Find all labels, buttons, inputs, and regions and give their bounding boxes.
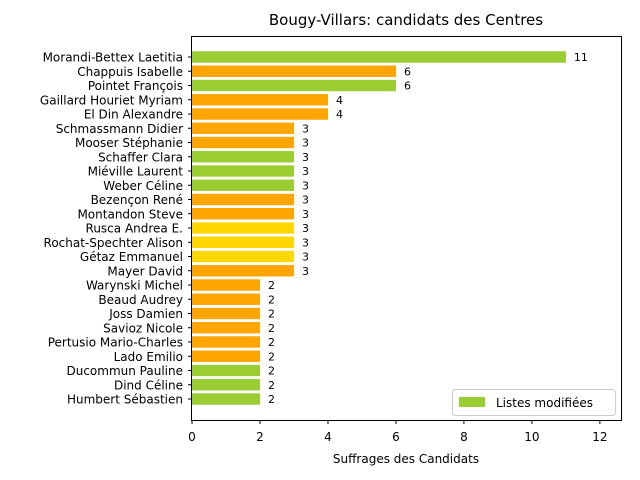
y-tick-label: Rochat-Spechter Alison	[44, 236, 183, 250]
value-label: 3	[302, 194, 309, 207]
y-tick-label: Beaud Audrey	[98, 293, 183, 307]
value-label: 2	[268, 308, 275, 321]
value-label: 2	[268, 336, 275, 349]
value-label: 2	[268, 350, 275, 363]
y-tick-label: Gétaz Emmanuel	[80, 250, 183, 264]
y-tick-label: Schaffer Clara	[98, 150, 183, 164]
y-tick-label: Warynski Michel	[86, 279, 183, 293]
x-tick-label: 6	[392, 430, 400, 444]
bar	[192, 51, 566, 63]
bar	[192, 279, 260, 291]
bar	[192, 108, 328, 120]
y-tick-label: Humbert Sébastien	[67, 393, 183, 407]
value-label: 2	[268, 322, 275, 335]
plot-frame	[191, 36, 622, 421]
bar	[192, 193, 294, 206]
y-tick-label: Joss Damien	[108, 307, 183, 321]
bar	[192, 250, 294, 263]
bar	[192, 393, 260, 405]
y-tick-label: Miéville Laurent	[88, 165, 184, 179]
bar	[192, 65, 396, 77]
bar	[192, 307, 260, 320]
bar	[192, 293, 260, 305]
y-tick-label: Lado Emilio	[114, 350, 183, 364]
y-tick-label: Mooser Stéphanie	[75, 136, 183, 150]
bar	[192, 265, 294, 277]
x-axis-ticks: 0 2 4 6 8 10 12	[188, 420, 608, 444]
y-tick-label: Weber Céline	[103, 179, 183, 193]
y-tick-label: Pertusio Mario-Charles	[48, 336, 183, 350]
value-label: 3	[302, 236, 309, 249]
bar	[192, 236, 294, 248]
bar	[192, 165, 294, 177]
value-label: 3	[302, 251, 309, 264]
bar	[192, 136, 294, 149]
bar	[192, 322, 260, 334]
bar	[192, 208, 294, 220]
value-label: 2	[268, 379, 275, 392]
y-tick-label: Chappuis Isabelle	[77, 65, 183, 79]
bar	[192, 379, 260, 391]
bar	[192, 336, 260, 348]
value-label: 6	[404, 65, 411, 78]
bar	[192, 350, 260, 362]
y-tick-label: Rusca Andrea E.	[86, 222, 183, 236]
legend-box	[452, 389, 616, 416]
y-tick-label: Morandi-Bettex Laetitia	[43, 51, 183, 65]
value-label: 11	[574, 51, 588, 64]
x-tick-label: 8	[460, 430, 468, 444]
y-tick-label: Gaillard Houriet Myriam	[40, 93, 183, 107]
y-tick-label: Montandon Steve	[77, 207, 183, 221]
y-tick-label: Pointet François	[88, 79, 183, 93]
value-label: 3	[302, 179, 309, 192]
y-tick-label: El Din Alexandre	[84, 108, 183, 122]
value-label: 3	[302, 165, 309, 178]
y-tick-label: Dind Céline	[114, 378, 183, 392]
value-label: 4	[336, 108, 343, 121]
value-label: 2	[268, 365, 275, 378]
bar	[192, 94, 328, 106]
x-tick-label: 2	[256, 430, 264, 444]
x-tick-label: 10	[524, 430, 539, 444]
legend: Listes modifiées	[452, 389, 616, 416]
bar	[192, 79, 396, 92]
legend-swatch	[459, 397, 485, 407]
x-tick-label: 4	[324, 430, 332, 444]
y-tick-label: Mayer David	[107, 264, 183, 278]
y-tick-label: Bezençon René	[91, 193, 183, 207]
bars-layer	[192, 51, 566, 405]
value-label: 4	[336, 94, 343, 107]
value-label: 3	[302, 265, 309, 278]
value-label: 3	[302, 208, 309, 221]
value-label: 3	[302, 151, 309, 164]
x-tick-label: 0	[188, 430, 196, 444]
y-tick-label: Savioz Nicole	[103, 321, 183, 335]
value-label: 3	[302, 122, 309, 135]
x-axis-label: Suffrages des Candidats	[333, 452, 479, 466]
bar	[192, 222, 294, 234]
bar	[192, 151, 294, 163]
value-label: 6	[404, 80, 411, 93]
value-label: 2	[268, 279, 275, 292]
x-tick-label: 12	[592, 430, 607, 444]
value-label: 3	[302, 222, 309, 235]
value-label: 3	[302, 137, 309, 150]
bar	[192, 364, 260, 377]
y-tick-label: Ducommun Pauline	[66, 364, 183, 378]
value-label: 2	[268, 293, 275, 306]
bar	[192, 179, 294, 191]
legend-label: Listes modifiées	[496, 396, 593, 410]
bar	[192, 122, 294, 134]
value-label: 2	[268, 393, 275, 406]
chart-title: Bougy-Villars: candidats des Centres	[269, 11, 543, 29]
y-tick-label: Schmassmann Didier	[56, 122, 183, 136]
